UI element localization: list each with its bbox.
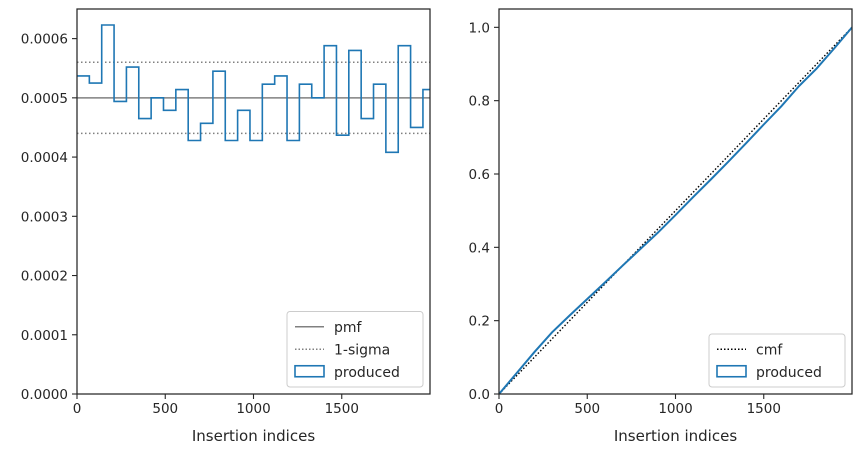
- cumulative-point: [604, 281, 606, 284]
- right-chart-panel: 0 500 1000 1500 0.0 0.2 0.4 0.6 0.8 1.0 Insertion …: [469, 8, 853, 445]
- x-tick-label: 1500: [747, 401, 781, 417]
- y-tick-label: 0.0006: [21, 32, 68, 48]
- legend-swatch-produced: [716, 364, 747, 378]
- x-tick-label: 500: [152, 401, 178, 417]
- y-tick-label: 1.0: [469, 20, 490, 36]
- legend-box: [708, 333, 846, 388]
- x-axis-label: Insertion indices: [614, 427, 737, 445]
- legend-label: pmf: [334, 320, 363, 336]
- x-tick-label: 500: [574, 401, 600, 417]
- y-tick-label: 0.8: [469, 94, 490, 110]
- y-tick-label: 0.0000: [21, 387, 68, 403]
- cumulative-point: [551, 331, 553, 333]
- cumulative-point: [833, 47, 835, 49]
- cumulative-point: [639, 248, 641, 250]
- legend: pmf 1-sigma produced: [286, 311, 424, 388]
- legend-label: 1-sigma: [334, 342, 390, 358]
- cumulative-point: [533, 351, 535, 353]
- legend-label: produced: [334, 365, 400, 381]
- y-tick-label: 0.6: [469, 167, 490, 183]
- cumulative-point: [798, 85, 800, 87]
- cumulative-point: [745, 142, 747, 144]
- cumulative-point: [621, 265, 624, 267]
- x-axis-label: Insertion indices: [192, 427, 315, 445]
- cumulative-point: [516, 372, 518, 374]
- x-tick-label: 1000: [236, 401, 270, 417]
- produced-step-series: [77, 24, 430, 154]
- x-tick-label: 1500: [325, 401, 359, 417]
- y-tick-label: 0.0003: [21, 209, 68, 225]
- legend-label: produced: [756, 365, 822, 381]
- y-tick-label: 0.0004: [21, 150, 68, 166]
- cumulative-point: [586, 298, 588, 300]
- y-tick-label: 0.0005: [21, 91, 68, 107]
- cumulative-point: [674, 214, 677, 216]
- y-tick-label: 0.2: [469, 314, 490, 330]
- x-tick-label: 1000: [658, 401, 692, 417]
- y-tick-label: 0.4: [469, 240, 490, 256]
- cmf-line: [499, 26, 852, 394]
- y-tick-label: 0.0001: [21, 328, 68, 344]
- cumulative-point: [816, 67, 818, 69]
- y-tick-label: 0.0002: [21, 269, 68, 285]
- left-chart-panel: 0 500 1000 1500 0.0000 0.0001 0.0002 0.0003 0.00…: [21, 8, 431, 445]
- x-tick-label: 0: [73, 401, 82, 417]
- cumulative-point: [763, 123, 765, 126]
- y-tick-label: 0.0: [469, 387, 490, 403]
- legend-label: cmf: [756, 342, 783, 358]
- cumulative-point: [692, 196, 694, 198]
- cumulative-point: [569, 314, 571, 317]
- x-tick-label: 0: [495, 401, 504, 417]
- legend-swatch-produced: [294, 364, 325, 378]
- legend-box: [286, 311, 424, 388]
- cumulative-point: [657, 232, 659, 234]
- cumulative-point: [727, 160, 730, 163]
- cumulative-point: [780, 105, 783, 107]
- legend: cmf produced: [708, 333, 846, 388]
- plot-area: [77, 24, 430, 154]
- cumulative-point: [710, 178, 712, 181]
